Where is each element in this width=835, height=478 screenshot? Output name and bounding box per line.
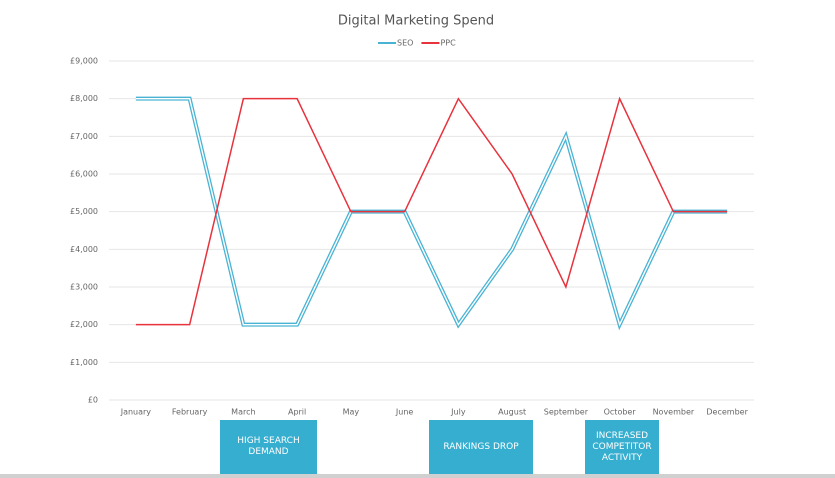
y-tick-label: £2,000: [70, 320, 98, 329]
x-tick-label: April: [288, 408, 306, 417]
y-tick-label: £7,000: [70, 132, 98, 141]
x-tick-label: November: [653, 408, 695, 417]
x-tick-label: July: [450, 408, 466, 417]
y-tick-label: £4,000: [70, 245, 98, 254]
annotation: INCREASED COMPETITOR ACTIVITY: [585, 420, 659, 474]
series-line: [135, 96, 728, 326]
annotation: RANKINGS DROP: [429, 420, 533, 474]
x-tick-label: May: [343, 408, 360, 417]
y-tick-label: £9,000: [70, 57, 98, 66]
y-tick-label: £3,000: [70, 283, 98, 292]
bottom-bar: [0, 474, 835, 478]
y-tick-label: £1,000: [70, 358, 98, 367]
annotation: HIGH SEARCH DEMAND: [220, 420, 317, 474]
y-tick-label: £8,000: [70, 94, 98, 103]
series-line-inner: [135, 97, 728, 327]
x-tick-label: September: [544, 408, 589, 417]
x-tick-label: August: [498, 408, 526, 417]
x-tick-label: February: [172, 408, 208, 417]
x-tick-label: January: [120, 408, 152, 417]
chart-title: Digital Marketing Spend: [338, 14, 494, 29]
x-tick-label: June: [395, 408, 414, 417]
y-tick-label: £0: [88, 396, 98, 405]
legend-label: PPC: [440, 39, 456, 48]
legend-label: SEO: [397, 39, 413, 48]
x-tick-label: December: [706, 408, 748, 417]
x-tick-label: October: [604, 408, 637, 417]
y-tick-label: £6,000: [70, 170, 98, 179]
x-tick-label: March: [231, 408, 255, 417]
y-tick-label: £5,000: [70, 207, 98, 216]
